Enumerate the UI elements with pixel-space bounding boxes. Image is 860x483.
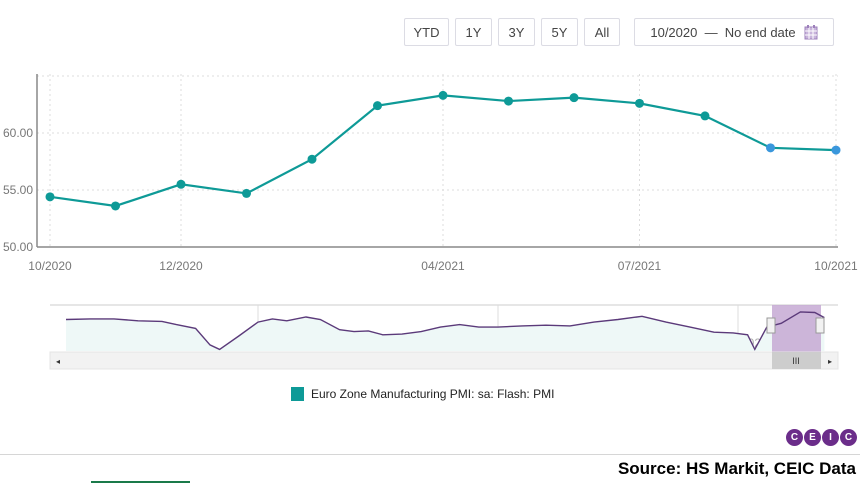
ytd-button[interactable]: YTD [404, 18, 449, 46]
x-tick-label: 10/2021 [814, 259, 858, 273]
x-tick-label: 12/2020 [159, 259, 203, 273]
legend-item[interactable]: Euro Zone Manufacturing PMI: sa: Flash: … [291, 387, 554, 401]
data-point-01-2021[interactable] [242, 188, 251, 198]
y-tick-label: 60.00 [3, 126, 33, 140]
data-point-09-2021[interactable] [766, 143, 775, 153]
x-tick-label: 04/2021 [421, 259, 465, 273]
data-point-11-2020[interactable] [111, 201, 120, 211]
x-tick-label: 07/2021 [618, 259, 662, 273]
logo-letter: C [840, 429, 857, 446]
scrollbar-track[interactable] [49, 351, 839, 370]
data-point-05-2021[interactable] [504, 96, 513, 106]
x-tick-label: 10/2020 [28, 259, 72, 273]
3y-button[interactable]: 3Y [498, 18, 535, 46]
legend-label: Euro Zone Manufacturing PMI: sa: Flash: … [311, 387, 555, 401]
source-text: Source: HS Markit, CEIC Data [617, 459, 856, 478]
logo-letter: E [804, 429, 821, 446]
data-point-03-2021[interactable] [373, 101, 382, 111]
data-point-12-2020[interactable] [176, 179, 186, 189]
data-point-10-2020[interactable] [45, 192, 55, 202]
data-point-06-2021[interactable] [569, 93, 579, 103]
scrollbar-thumb[interactable] [772, 352, 821, 369]
date-range-picker[interactable]: 10/2020 — No end date [634, 18, 834, 46]
data-point-07-2021[interactable] [635, 98, 644, 108]
calendar-icon[interactable] [804, 24, 818, 40]
scroll-right-arrow-icon[interactable]: ▸ [828, 357, 832, 366]
x-axis-ticks: 10/2020 12/2020 04/2021 07/2021 10/2021 [28, 259, 858, 273]
ceic-logo: C E I C [786, 429, 857, 446]
legend-swatch [291, 387, 304, 401]
5y-button[interactable]: 5Y [541, 18, 578, 46]
navigator[interactable]: 201020152020 III ◂ ▸ [49, 304, 839, 370]
data-point-04-2021[interactable] [438, 90, 448, 100]
grid [37, 74, 838, 248]
data-point-02-2021[interactable] [307, 154, 317, 164]
all-button[interactable]: All [584, 18, 620, 46]
navigator-right-handle[interactable] [815, 317, 825, 334]
y-tick-label: 55.00 [3, 183, 33, 197]
scrollbar-grip-icon: III [792, 356, 800, 366]
line-chart: 50.00 55.00 60.00 10/2020 12/2020 04/2021 07/… [3, 74, 858, 370]
y-tick-label: 50.00 [3, 240, 33, 254]
data-points [45, 90, 841, 211]
y-axis-ticks: 50.00 55.00 60.00 [3, 126, 33, 254]
navigator-left-handle[interactable] [766, 317, 776, 334]
divider [0, 454, 860, 455]
navigator-area [66, 311, 825, 351]
date-range-text: 10/2020 — No end date [650, 24, 796, 40]
data-point-10-2021[interactable] [831, 145, 841, 155]
logo-letter: C [786, 429, 803, 446]
logo-letter: I [822, 429, 839, 446]
data-point-08-2021[interactable] [700, 111, 710, 121]
scroll-left-arrow-icon[interactable]: ◂ [56, 357, 60, 366]
1y-button[interactable]: 1Y [455, 18, 492, 46]
green-underline [91, 481, 190, 483]
navigator-line [65, 311, 825, 351]
